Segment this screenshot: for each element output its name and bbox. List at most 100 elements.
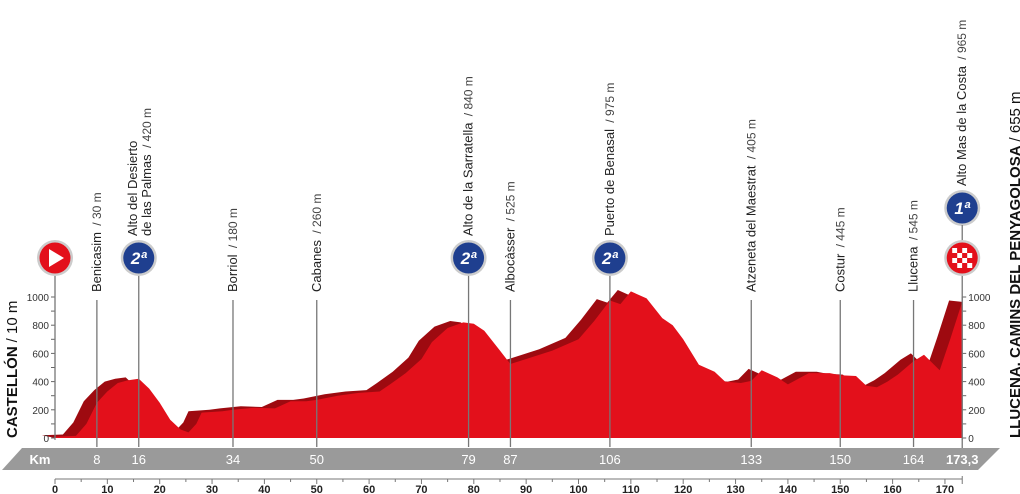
checkered-flag-square (962, 253, 968, 258)
x-tick-label: 0 (52, 484, 58, 494)
checkered-flag-square (967, 263, 973, 268)
waypoint-name: Alto del Desierto (125, 141, 140, 236)
waypoint-label: Puerto de Benasal / 975 m (602, 83, 617, 236)
waypoint-name: Alto Mas de la Costa (954, 65, 969, 186)
waypoint-label: Alto del Desiertode las Palmas / 420 m (125, 108, 154, 236)
waypoint-label: Costur / 445 m (832, 207, 847, 292)
play-triangle-icon (49, 249, 64, 267)
waypoint-km-label: 34 (226, 452, 240, 467)
checkered-flag-square (957, 248, 963, 253)
climb-category-label: 2ª (130, 249, 147, 268)
waypoint-name: Atzeneta del Maestrat (743, 165, 758, 292)
waypoint-altitude: / 405 m (744, 119, 758, 162)
checkered-flag-square (952, 258, 958, 263)
waypoint-name: de las Palmas (139, 154, 154, 236)
x-tick-label: 50 (311, 484, 323, 494)
waypoint-name: Puerto de Benasal (602, 129, 617, 236)
x-tick-label: 150 (831, 484, 849, 494)
waypoint-altitude: / 840 m (462, 76, 476, 119)
cat-2-climb-icon-fill (594, 242, 626, 274)
km-band-label: Km (30, 452, 51, 467)
x-tick-label: 70 (415, 484, 427, 494)
y-tick-label: 600 (32, 349, 49, 360)
checkered-flag-square (952, 253, 958, 258)
checkered-flag-square (957, 258, 963, 263)
waypoint-km-label: 50 (310, 452, 324, 467)
waypoint-km-label: 87 (503, 452, 517, 467)
x-tick-label: 160 (883, 484, 901, 494)
climb-category-label: 2ª (460, 249, 477, 268)
start-label: CASTELLÓN / 10 m (3, 301, 21, 438)
finish-altitude: / 655 m (1007, 91, 1020, 141)
checkered-flag-square (967, 258, 973, 263)
checkered-flag-square (962, 258, 968, 263)
profile-area (55, 291, 963, 438)
x-tick-label: 10 (101, 484, 113, 494)
checkered-flag-square (952, 263, 958, 268)
checkered-flag-square (957, 263, 963, 268)
y-tick-label: 800 (968, 321, 985, 332)
waypoint-km-label: 164 (903, 452, 925, 467)
start-name: CASTELLÓN (3, 346, 21, 438)
x-tick-label: 100 (569, 484, 587, 494)
finish-label: LLUCENA. CAMINS DEL PENYAGOLOSA / 655 m (1007, 91, 1020, 438)
x-tick-label: 170 (936, 484, 954, 494)
waypoint-km-label: 173,3 (946, 452, 979, 467)
waypoint-name: Cabanes (309, 239, 324, 292)
waypoint-name: Albocàsser (502, 227, 517, 292)
cat-2-climb-icon-fill (123, 242, 155, 274)
climb-category-label: 2ª (601, 249, 618, 268)
checkered-flag-square (952, 248, 958, 253)
waypoint-altitude: / 180 m (226, 208, 240, 251)
waypoint-km-label: 79 (461, 452, 475, 467)
waypoint-altitude: / 975 m (603, 83, 617, 126)
cat-1-climb-icon-fill (946, 192, 978, 224)
x-tick-label: 80 (468, 484, 480, 494)
checkered-flag-square (962, 248, 968, 253)
waypoint-name: Borriol (225, 254, 240, 292)
x-tick-label: 40 (258, 484, 270, 494)
waypoint-altitude: / 445 m (833, 207, 847, 250)
waypoint-label: Borriol / 180 m (225, 208, 240, 292)
checkered-flag-square (957, 253, 963, 258)
x-tick-label: 60 (363, 484, 375, 494)
y-tick-label: 400 (32, 378, 49, 389)
checkered-flag-square (967, 253, 973, 258)
waypoint-km-label: 133 (740, 452, 762, 467)
waypoint-altitude: / 260 m (310, 194, 324, 237)
waypoint-label: Cabanes / 260 m (309, 194, 324, 292)
waypoint-label: Benicasim / 30 m (89, 192, 104, 292)
y-tick-label: 0 (43, 434, 49, 445)
waypoint-label: Albocàsser / 525 m (502, 181, 517, 292)
x-tick-label: 140 (779, 484, 797, 494)
waypoint-km-label: 16 (132, 452, 146, 467)
climb-category-label: 1ª (954, 199, 970, 218)
waypoint-name: Llucena (906, 246, 921, 292)
waypoint-altitude: / 420 m (140, 108, 154, 151)
waypoint-name: Alto de la Sarratella (461, 122, 476, 236)
checkered-flag-square (962, 263, 968, 268)
x-tick-label: 110 (622, 484, 640, 494)
waypoint-km-label: 106 (599, 452, 621, 467)
waypoint-label: Alto Mas de la Costa / 965 m (954, 20, 969, 186)
y-tick-label: 1000 (968, 293, 991, 304)
y-tick-label: 1000 (27, 293, 50, 304)
x-tick-label: 120 (674, 484, 692, 494)
y-tick-label: 200 (968, 406, 985, 417)
waypoint-altitude: / 545 m (907, 200, 921, 243)
waypoint-altitude: / 525 m (503, 181, 517, 224)
waypoint-label: Atzeneta del Maestrat / 405 m (743, 119, 758, 292)
waypoint-name: Costur (832, 253, 847, 292)
y-tick-label: 400 (968, 378, 985, 389)
y-tick-label: 200 (32, 406, 49, 417)
cat-2-climb-icon-fill (453, 242, 485, 274)
waypoint-label: Alto de la Sarratella / 840 m (461, 76, 476, 236)
y-tick-label: 0 (968, 434, 974, 445)
y-tick-label: 600 (968, 349, 985, 360)
x-tick-label: 30 (206, 484, 218, 494)
y-tick-label: 800 (32, 321, 49, 332)
x-tick-label: 130 (726, 484, 744, 494)
checkered-flag-square (967, 248, 973, 253)
waypoint-label: Llucena / 545 m (906, 200, 921, 292)
waypoint-altitude: / 30 m (90, 192, 104, 229)
